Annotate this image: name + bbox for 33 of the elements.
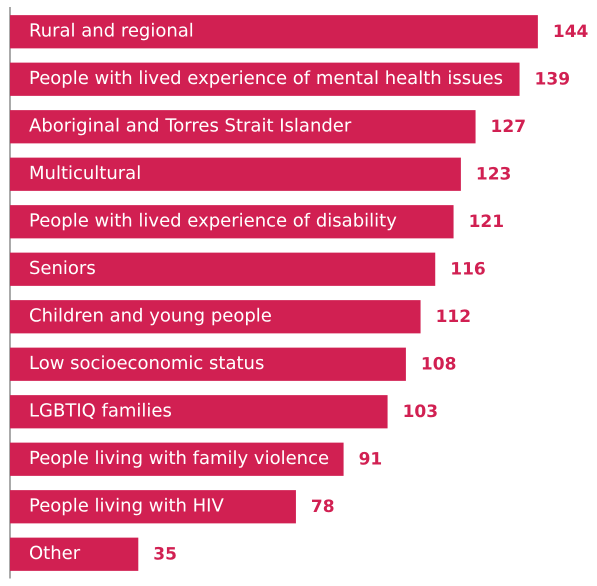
bar: [10, 110, 476, 144]
bar: [10, 158, 461, 191]
y-tick-label: People living with family violence: [29, 448, 330, 469]
y-tick-label: People with lived experience of disability: [29, 210, 398, 232]
data-label: 103: [402, 402, 438, 422]
bar: [10, 395, 388, 428]
data-label: 139: [534, 70, 570, 90]
bar: [10, 348, 406, 381]
data-label: 121: [468, 212, 504, 232]
y-tick-label: LGBTIQ families: [29, 400, 172, 422]
bar: [10, 252, 436, 286]
bar: [10, 300, 421, 334]
y-tick-label: Seniors: [29, 258, 96, 279]
data-label: 123: [476, 164, 512, 185]
y-tick-label: People with lived experience of mental health issues: [29, 68, 504, 89]
y-tick-label: Low socioeconomic status: [29, 352, 264, 374]
y-tick-label: People living with HIV: [29, 495, 224, 516]
y-tick-label: Children and young people: [29, 305, 272, 326]
y-tick-label: Multicultural: [29, 162, 142, 184]
data-label: 35: [153, 544, 177, 565]
data-label: 127: [490, 117, 526, 138]
y-tick-label: Rural and regional: [29, 20, 194, 42]
bar: [10, 538, 138, 571]
data-label: 91: [358, 450, 382, 470]
data-label: 112: [436, 307, 472, 328]
data-label: 78: [310, 497, 335, 518]
data-label: 144: [552, 22, 589, 42]
bar: [10, 490, 296, 524]
y-tick-label: Other: [29, 542, 81, 564]
bar: [10, 15, 538, 48]
data-label: 108: [420, 354, 456, 375]
data-label: 116: [450, 260, 486, 280]
y-tick-label: Aboriginal and Torres Strait Islander: [29, 115, 352, 136]
